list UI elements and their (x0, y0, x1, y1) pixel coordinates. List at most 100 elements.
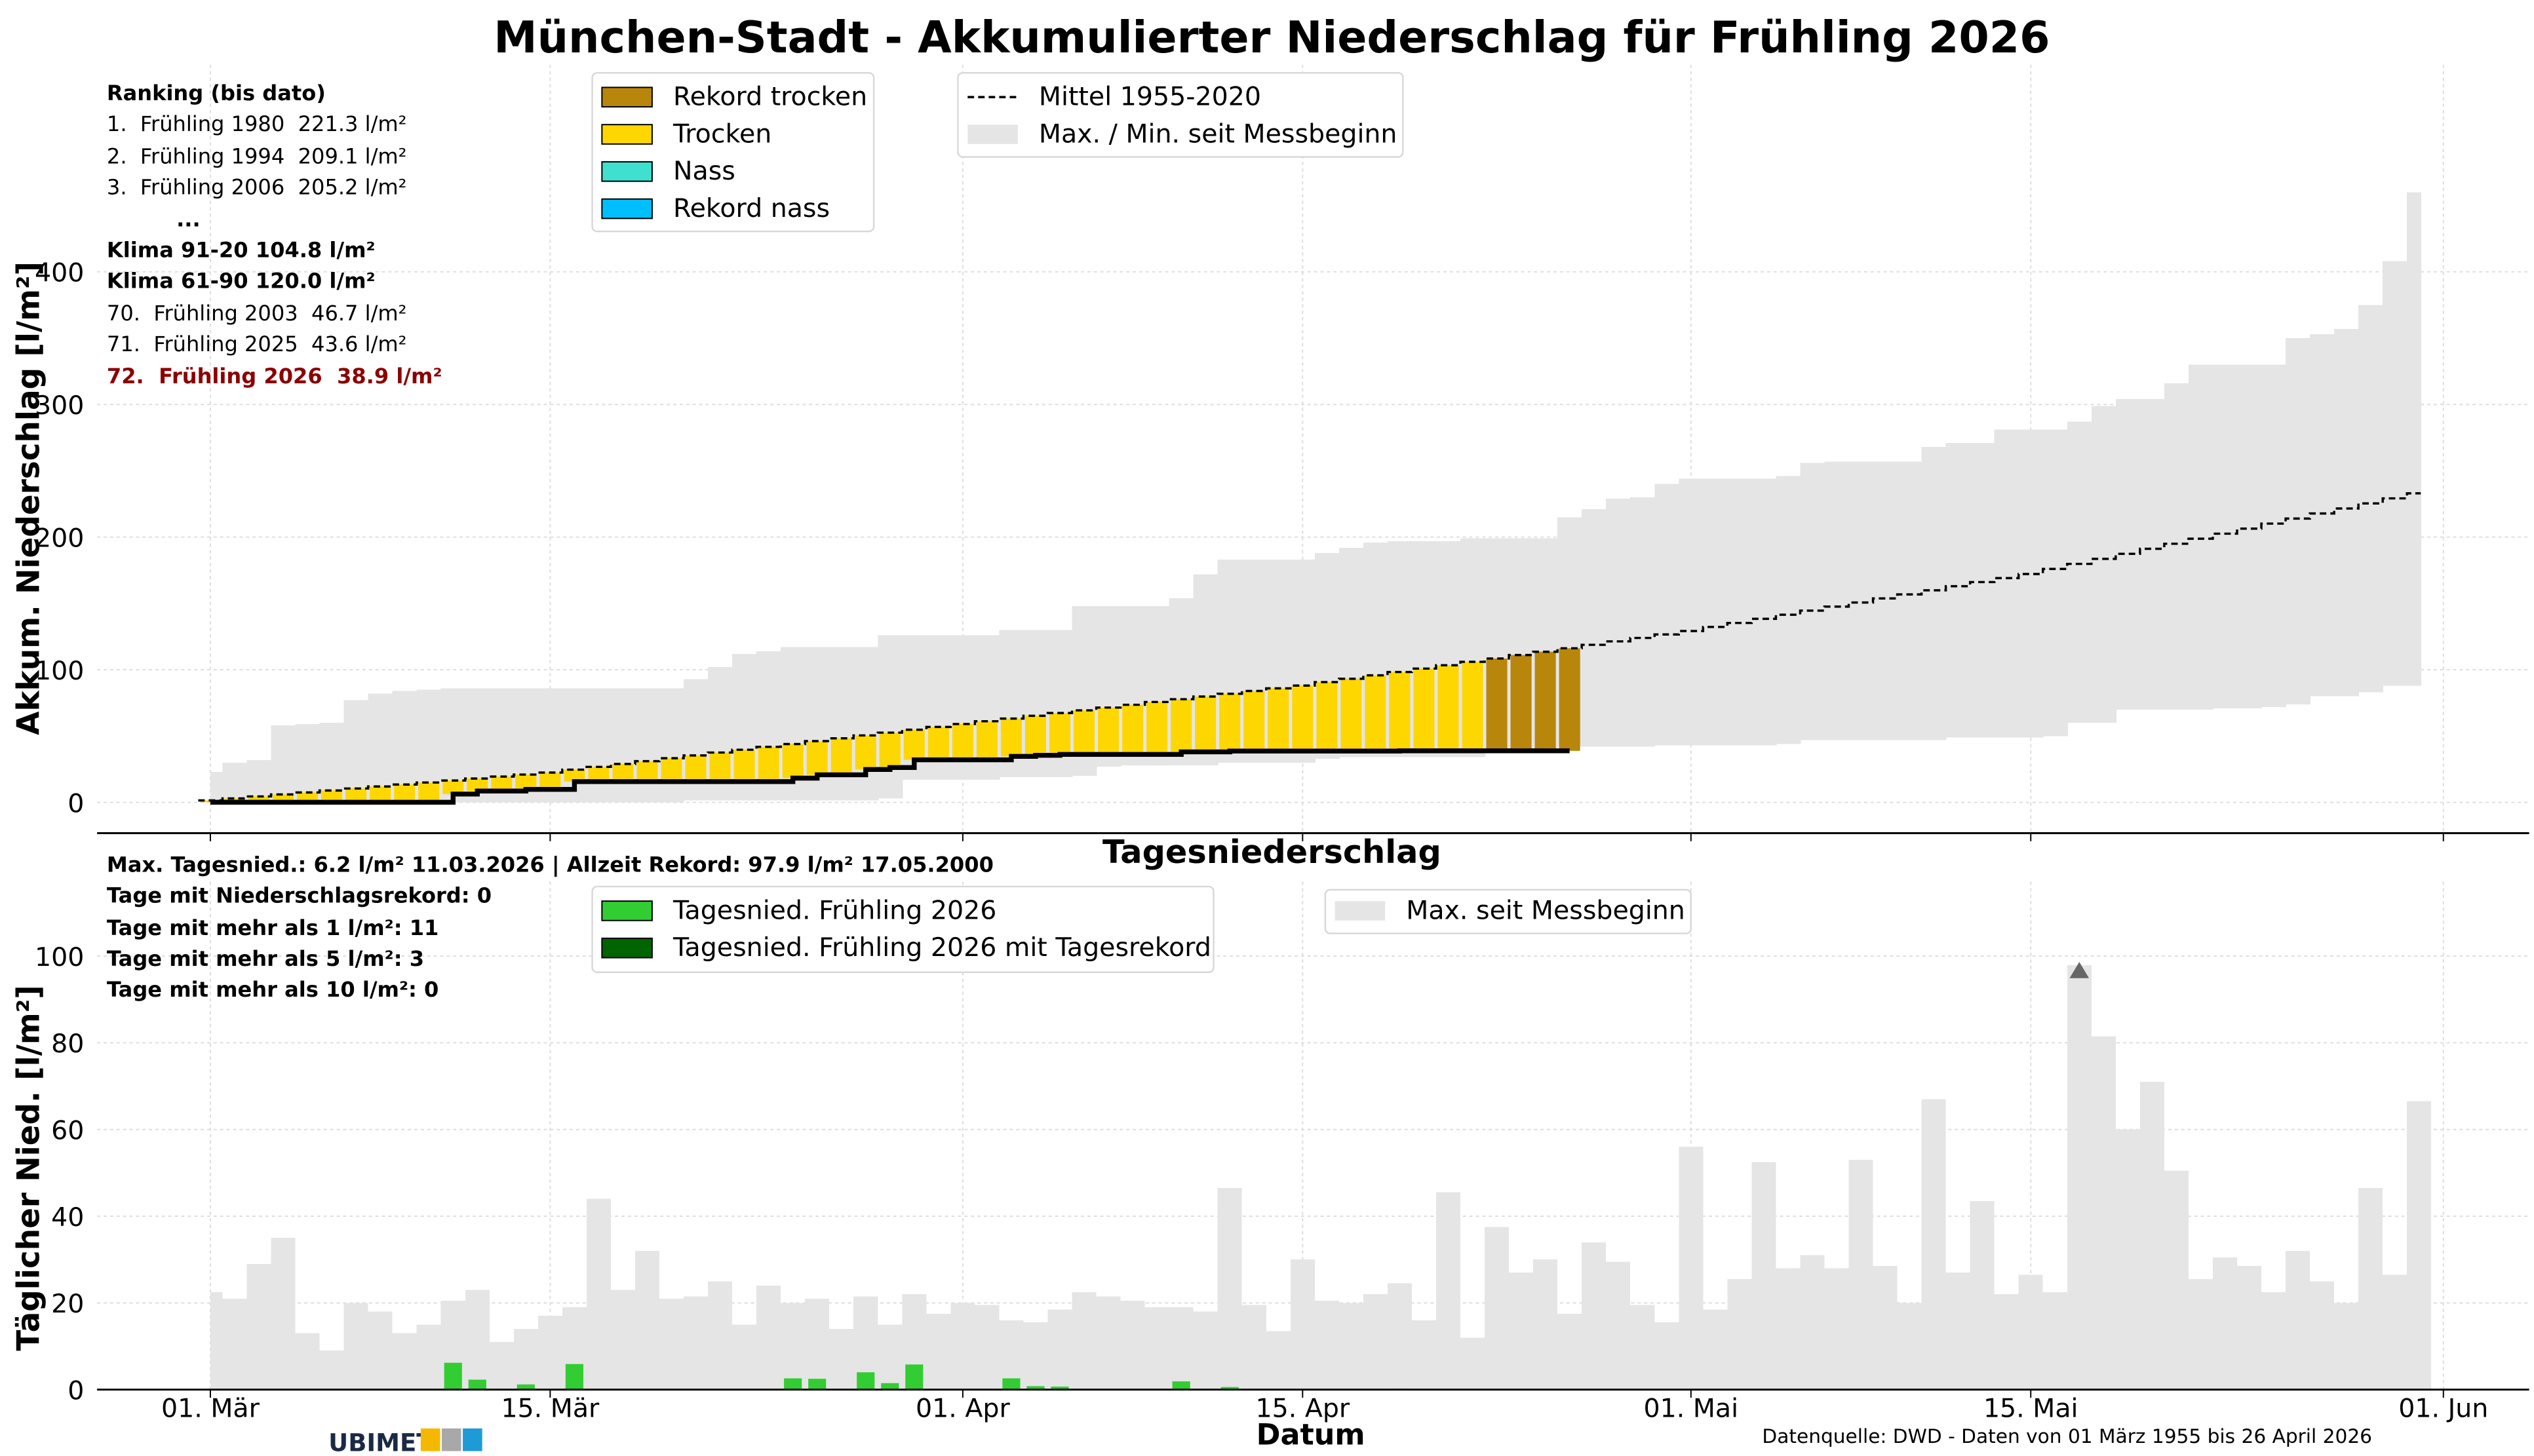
envelope-segment (1921, 447, 1947, 740)
daily-max-bar (210, 1292, 223, 1390)
daily-max-bar (732, 1324, 757, 1390)
x-tick-label: 15. Mai (1983, 1394, 2078, 1424)
cumulative-bar-2026 (1146, 702, 1168, 755)
ranking-heading: Ranking (bis dato) (107, 81, 326, 105)
daily-max-bar (2358, 1188, 2383, 1390)
daily-max-bar (1435, 1192, 1461, 1390)
daily-max-bar (1144, 1307, 1169, 1390)
envelope-segment (1945, 442, 1971, 738)
cumulative-bar-2026 (1340, 678, 1362, 752)
legend-box (957, 71, 1404, 158)
cumulative-bar-2026 (272, 794, 294, 803)
legend-swatch-envelope (967, 125, 1018, 144)
daily-max-bar (2212, 1257, 2237, 1390)
daily-max-bar (1217, 1188, 1242, 1390)
legend-swatch-daily-max (1335, 901, 1386, 921)
legend-label: Rekord trocken (673, 82, 867, 112)
daily-max-bar (489, 1341, 514, 1390)
envelope-segment (2358, 305, 2384, 693)
ranking-line: 1. Frühling 1980 221.3 l/m² (107, 111, 407, 136)
envelope-segment (634, 688, 660, 803)
bottom-y-tick-label: 40 (51, 1202, 84, 1233)
daily-max-bar (926, 1313, 951, 1390)
daily-max-bar (1533, 1259, 1558, 1390)
cumulative-bar-2026 (1171, 699, 1192, 752)
top-y-tick-label: 200 (35, 524, 84, 554)
top-y-tick-label: 400 (35, 258, 84, 288)
envelope-segment (2188, 364, 2213, 710)
daily-max-bar (1241, 1305, 1266, 1390)
envelope-segment (1873, 461, 1898, 740)
daily-max-bar (659, 1298, 684, 1390)
envelope-segment (2042, 429, 2068, 737)
daily-max-bar (1921, 1099, 1946, 1390)
daily-max-bar (2067, 965, 2092, 1390)
daily-max-bar (392, 1333, 417, 1390)
daily-max-bar (805, 1298, 830, 1390)
klima-line: Klima 91-20 104.8 l/m² (107, 238, 376, 263)
cloud-icon (441, 1428, 461, 1451)
daily-2026-bar (1172, 1381, 1190, 1390)
stats-line: Tage mit mehr als 10 l/m²: 0 (107, 977, 439, 1002)
cumulative-bar-2026 (612, 763, 634, 782)
daily-2026-bar (808, 1379, 827, 1390)
daily-max-bar (1485, 1227, 1510, 1390)
envelope-segment (659, 688, 685, 803)
daily-max-bar (2018, 1274, 2043, 1390)
daily-max-bar (708, 1281, 733, 1390)
envelope-segment (319, 723, 345, 803)
daily-max-bar (513, 1329, 538, 1390)
legend-label: Max. / Min. seit Messbeginn (1039, 119, 1397, 149)
sun-icon (420, 1428, 440, 1451)
cumulative-bar-2026 (394, 784, 416, 803)
cumulative-bar-2026 (927, 727, 949, 760)
cumulative-bar-2026 (297, 792, 319, 803)
daily-2026-bar (444, 1362, 462, 1390)
envelope-segment (343, 700, 369, 803)
record-triangle-icon (2069, 962, 2090, 978)
envelope-segment (368, 693, 393, 803)
legend-box (591, 885, 1215, 974)
x-tick-label: 15. Mär (501, 1394, 600, 1424)
envelope-segment (1751, 478, 1777, 746)
legend-daily: Tagesnied. Frühling 2026 Tagesnied. Früh… (591, 885, 1215, 974)
top-bars-2026 (199, 648, 1580, 803)
envelope-segment (2018, 429, 2044, 738)
legend-reference: Mittel 1955-2020 Max. / Min. seit Messbe… (957, 71, 1404, 158)
chart-title: München-Stadt - Akkumulierter Niederschl… (494, 12, 2050, 63)
envelope-segment (2310, 334, 2335, 697)
bottom-y-tick-label: 80 (51, 1029, 84, 1059)
x-tick-label: 01. Mai (1644, 1394, 1739, 1424)
cumulative-bar-2026 (1049, 713, 1071, 755)
daily-max-bar (1193, 1311, 1218, 1390)
daily-max-bar (416, 1324, 441, 1390)
logo-text: UBIMET (328, 1429, 433, 1456)
top-lines (198, 492, 2421, 805)
daily-max-bar (1509, 1273, 1534, 1390)
daily-max-bar (1169, 1307, 1194, 1390)
cumulative-bar-2026 (1098, 707, 1120, 755)
legend-categories: Rekord trocken Trocken Nass Rekord nass (591, 71, 875, 233)
cumulative-bar-2026 (661, 758, 682, 782)
daily-max-bar (1994, 1294, 2019, 1390)
mean-1955-2020-line (198, 492, 2421, 802)
envelope-segment (1654, 484, 1680, 746)
daily-max-bar (1047, 1309, 1072, 1390)
cumulative-bar-2026 (1462, 661, 1483, 751)
cumulative-bar-2026 (539, 773, 561, 790)
daily-max-bar (610, 1290, 635, 1390)
cumulative-bar-2026 (491, 776, 513, 792)
daily-max-bar (2383, 1274, 2407, 1390)
envelope-segment (295, 724, 321, 803)
top-y-tick-label: 100 (35, 656, 84, 686)
daily-2026-bar (517, 1384, 535, 1390)
cumulative-bar-2026 (952, 723, 973, 760)
envelope-segment (1848, 461, 1874, 740)
daily-max-bar (1824, 1268, 1849, 1390)
legend-swatch-nass (601, 161, 653, 182)
x-tick-label: 15. Apr (1255, 1394, 1350, 1424)
daily-max-bar (1873, 1266, 1898, 1390)
legend-box (1324, 889, 1692, 934)
daily-max-bar (684, 1296, 709, 1390)
